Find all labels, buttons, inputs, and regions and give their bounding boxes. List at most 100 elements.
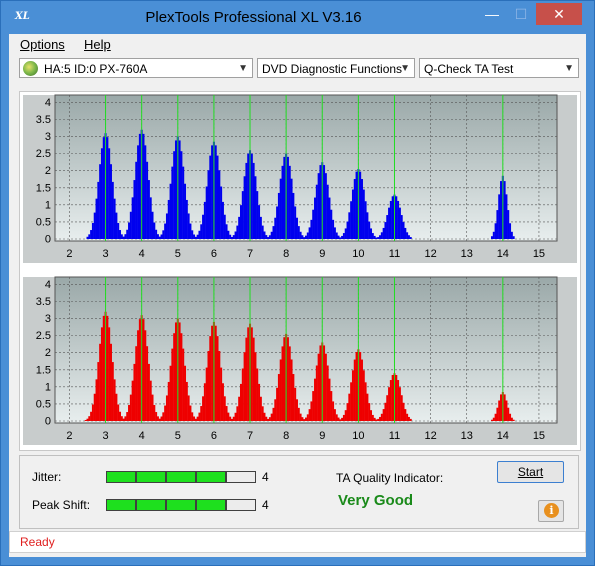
- pit-bar: [184, 365, 187, 421]
- land-bar: [261, 225, 264, 239]
- land-bar: [97, 181, 100, 239]
- land-bar: [171, 166, 174, 239]
- status-text: Ready: [20, 535, 55, 549]
- menu-options[interactable]: Options: [20, 37, 65, 52]
- info-icon: i: [544, 503, 559, 518]
- pit-bar: [351, 370, 354, 421]
- pit-bar: [276, 387, 279, 421]
- pit-bar: [102, 315, 105, 421]
- land-bar: [364, 201, 367, 239]
- land-bar: [498, 194, 501, 239]
- land-x-tick-label: 2: [66, 248, 72, 260]
- pit-bar: [187, 395, 190, 421]
- land-bar: [153, 222, 156, 239]
- pit-x-tick-label: 3: [102, 430, 108, 442]
- land-y-tick-label: 0: [45, 234, 51, 246]
- land-bar: [492, 231, 495, 239]
- meter-segment: [226, 471, 256, 483]
- chevron-down-icon: ▼: [564, 63, 574, 74]
- pit-bar: [492, 417, 495, 421]
- land-bar: [359, 171, 362, 239]
- device-select[interactable]: HA:5 ID:0 PX-760A ▼: [19, 58, 253, 78]
- land-bar: [301, 235, 304, 239]
- land-bar: [305, 235, 307, 239]
- pit-bar: [366, 393, 369, 421]
- land-bar: [102, 137, 105, 239]
- pit-bar: [124, 416, 127, 421]
- pit-bar: [220, 367, 223, 421]
- meter-segment: [196, 471, 226, 483]
- land-bar: [218, 170, 221, 239]
- pit-bar: [120, 416, 123, 421]
- info-button[interactable]: i: [538, 500, 564, 522]
- land-bar: [292, 192, 295, 239]
- pit-bar: [294, 387, 297, 421]
- land-x-tick-label: 9: [319, 248, 325, 260]
- land-bar: [494, 223, 497, 239]
- pit-bar: [218, 351, 221, 421]
- pit-y-tick-label: 1: [45, 381, 51, 393]
- device-select-value: HA:5 ID:0 PX-760A: [44, 62, 148, 76]
- status-bar: Ready: [9, 531, 586, 553]
- test-select[interactable]: Q-Check TA Test ▼: [419, 58, 579, 78]
- pit-bar: [178, 322, 181, 421]
- land-bar: [297, 226, 300, 239]
- land-bar: [344, 228, 347, 239]
- land-bar: [90, 230, 93, 239]
- pit-bar: [165, 395, 168, 421]
- land-bar: [243, 176, 246, 239]
- maximize-button[interactable]: ☐: [514, 6, 528, 22]
- land-bar: [99, 164, 102, 239]
- land-bar: [328, 197, 331, 239]
- land-bar: [507, 210, 510, 239]
- land-bar: [155, 229, 158, 239]
- close-button[interactable]: ✕: [536, 3, 582, 25]
- pit-bar: [286, 337, 289, 421]
- quality-indicator-value: Very Good: [338, 492, 414, 509]
- land-bar: [230, 237, 233, 239]
- pit-x-tick-label: 5: [175, 430, 181, 442]
- pit-bar: [221, 383, 224, 421]
- function-select[interactable]: DVD Diagnostic Functions ▼: [257, 58, 415, 78]
- land-bar: [279, 178, 282, 239]
- pit-bar: [122, 418, 125, 421]
- meter-segment: [166, 471, 196, 483]
- pit-bar: [350, 382, 353, 421]
- pit-y-tick-label: 0: [45, 416, 51, 428]
- pit-bar: [238, 396, 241, 421]
- pit-bar: [173, 333, 176, 421]
- minimize-button[interactable]: —: [485, 6, 499, 22]
- land-bar: [93, 212, 96, 239]
- land-bar: [310, 219, 313, 239]
- start-button[interactable]: Start: [497, 461, 564, 483]
- land-y-tick-label: 3.5: [36, 114, 51, 126]
- land-x-tick-label: 4: [139, 248, 145, 260]
- land-bar: [283, 156, 286, 239]
- pit-bar: [93, 393, 96, 421]
- pit-bar: [137, 330, 140, 421]
- land-bar: [295, 217, 298, 239]
- pit-bar: [239, 383, 242, 421]
- land-bar: [373, 235, 376, 239]
- land-bar: [308, 227, 311, 239]
- pit-bar: [182, 348, 185, 421]
- land-bar: [137, 145, 140, 239]
- menu-help[interactable]: Help: [84, 37, 111, 52]
- pit-bar: [115, 393, 118, 421]
- pit-bar: [198, 412, 201, 421]
- land-bar: [319, 165, 322, 239]
- pit-bar: [117, 404, 120, 421]
- land-bar: [147, 180, 150, 239]
- pit-bar: [191, 412, 194, 421]
- pit-bar: [108, 327, 111, 421]
- window-title: PlexTools Professional XL V3.16: [145, 9, 362, 26]
- land-y-tick-label: 4: [45, 97, 51, 109]
- meter-segment: [106, 499, 136, 511]
- land-bar: [306, 232, 309, 239]
- pit-x-tick-label: 14: [497, 430, 509, 442]
- land-bar: [117, 223, 120, 239]
- land-bar: [187, 213, 190, 239]
- title-bar[interactable]: XL PlexTools Professional XL V3.16 — ☐ ✕: [1, 1, 594, 34]
- land-x-tick-label: 5: [175, 248, 181, 260]
- land-bar: [169, 183, 172, 239]
